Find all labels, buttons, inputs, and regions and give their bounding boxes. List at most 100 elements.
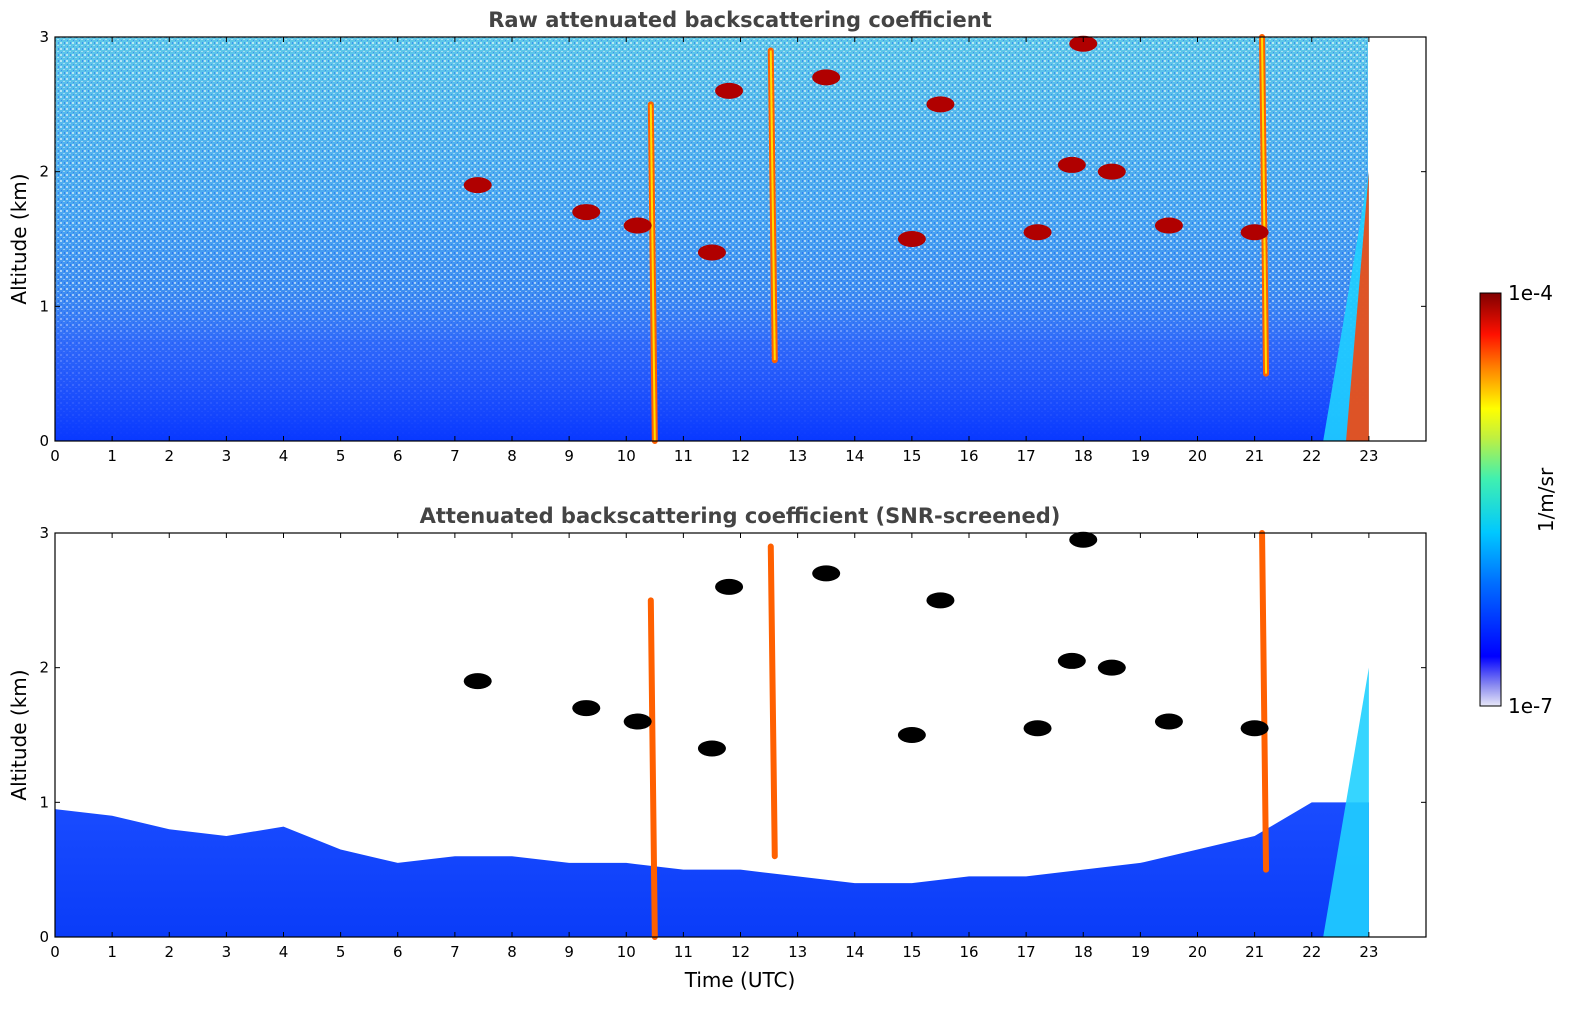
screened-heatmap-area [55, 530, 1369, 940]
cloud-patch [1154, 217, 1183, 234]
x-tick-label: 8 [507, 943, 517, 961]
x-tick-label: 1 [107, 943, 117, 961]
x-tick-label: 14 [845, 447, 864, 465]
y-tick-label: 0 [39, 928, 49, 946]
x-tick-label: 3 [222, 943, 232, 961]
x-tick-label: 17 [1017, 943, 1036, 961]
screened-cloud-patch [715, 578, 744, 595]
y-tick-label: 2 [39, 163, 49, 181]
x-tick-label: 19 [1131, 447, 1150, 465]
raw-heatmap-area [55, 34, 1369, 444]
screened-cloud-patch [623, 713, 652, 730]
screened-cloud-patch [1023, 720, 1052, 737]
screened-cloud-patch [812, 565, 841, 582]
x-tick-label: 11 [674, 943, 693, 961]
raw-backscatter-panel: Raw attenuated backscattering coefficien… [7, 8, 1427, 465]
x-tick-label: 3 [222, 447, 232, 465]
screened-rain-fan [1323, 667, 1369, 937]
x-tick-label: 22 [1302, 943, 1321, 961]
y-tick-label: 3 [39, 524, 49, 542]
cloud-patch [572, 204, 601, 221]
cloud-patch [897, 231, 926, 247]
screened-cloud-patch [1097, 659, 1126, 676]
x-tick-label: 2 [164, 943, 174, 961]
cloud-patch [1069, 35, 1098, 52]
x-tick-label: 10 [617, 943, 636, 961]
x-tick-label: 2 [164, 447, 174, 465]
x-tick-label: 0 [50, 943, 60, 961]
screened-cloud-patch [1240, 720, 1269, 737]
x-tick-label: 4 [279, 943, 289, 961]
x-tick-label: 5 [336, 447, 346, 465]
y-tick-label: 3 [39, 28, 49, 46]
precipitation-streak-core [769, 50, 776, 361]
colorbar-max-label: 1e-4 [1508, 281, 1553, 305]
x-tick-label: 7 [450, 447, 460, 465]
x-tick-label: 18 [1074, 943, 1093, 961]
x-tick-label: 9 [564, 447, 574, 465]
cloud-patch [1057, 156, 1086, 173]
screened-boundary-layer [55, 802, 1369, 937]
x-tick-label: 23 [1359, 447, 1378, 465]
x-tick-label: 11 [674, 447, 693, 465]
y-tick-label: 2 [39, 659, 49, 677]
screened-backscatter-panel: Attenuated backscattering coefficient (S… [7, 504, 1427, 992]
x-tick-label: 15 [902, 943, 921, 961]
screened-cloud-patch [463, 673, 492, 690]
screened-y-axis-label: Altitude (km) [7, 669, 31, 800]
cloud-patch [1023, 224, 1052, 241]
x-tick-label: 5 [336, 943, 346, 961]
x-tick-label: 8 [507, 447, 517, 465]
cloud-patch [463, 177, 492, 194]
raw-y-axis-label: Altitude (km) [7, 173, 31, 304]
raw-boundary-layer [55, 290, 1368, 441]
y-tick-label: 1 [39, 793, 49, 811]
x-tick-label: 14 [845, 943, 864, 961]
colorbar-gradient [1479, 292, 1502, 707]
x-tick-label: 9 [564, 943, 574, 961]
x-tick-label: 6 [393, 447, 403, 465]
x-tick-label: 16 [959, 943, 978, 961]
precipitation-streak-core [649, 104, 656, 442]
colorbar: 1e-4 1e-7 1/m/sr [1479, 281, 1558, 718]
screened-cloud-patch [1154, 713, 1183, 730]
x-tick-label: 18 [1074, 447, 1093, 465]
x-tick-label: 12 [731, 447, 750, 465]
screened-precipitation-streak [1259, 530, 1270, 873]
cloud-patch [926, 96, 955, 113]
y-tick-label: 1 [39, 297, 49, 315]
cloud-patch [812, 69, 841, 86]
x-tick-label: 6 [393, 943, 403, 961]
cloud-patch [1097, 163, 1126, 180]
x-tick-label: 15 [902, 447, 921, 465]
x-tick-label: 0 [50, 447, 60, 465]
screened-precipitation-streak [767, 543, 778, 860]
x-tick-label: 1 [107, 447, 117, 465]
x-tick-label: 19 [1131, 943, 1150, 961]
colorbar-unit-label: 1/m/sr [1534, 467, 1558, 532]
screened-cloud-patch [1069, 531, 1098, 548]
screened-cloud-patch [1057, 652, 1086, 669]
screened-precipitation-streak [647, 597, 658, 940]
x-tick-label: 21 [1245, 943, 1264, 961]
screened-cloud-patch [697, 740, 726, 757]
x-tick-label: 12 [731, 943, 750, 961]
x-tick-label: 22 [1302, 447, 1321, 465]
cloud-patch [1240, 224, 1269, 241]
x-tick-label: 20 [1188, 447, 1207, 465]
cloud-patch [697, 244, 726, 261]
screened-panel-title: Attenuated backscattering coefficient (S… [420, 504, 1061, 528]
x-axis-label: Time (UTC) [684, 968, 796, 992]
x-tick-label: 20 [1188, 943, 1207, 961]
x-tick-label: 10 [617, 447, 636, 465]
x-tick-label: 4 [279, 447, 289, 465]
x-tick-label: 13 [788, 943, 807, 961]
cloud-patch [623, 217, 652, 234]
raw-panel-title: Raw attenuated backscattering coefficien… [488, 8, 992, 32]
x-tick-label: 13 [788, 447, 807, 465]
rain-fan-core [1346, 171, 1369, 441]
precipitation-streak-core [1261, 36, 1268, 374]
x-tick-label: 16 [959, 447, 978, 465]
screened-cloud-patch [926, 592, 955, 609]
